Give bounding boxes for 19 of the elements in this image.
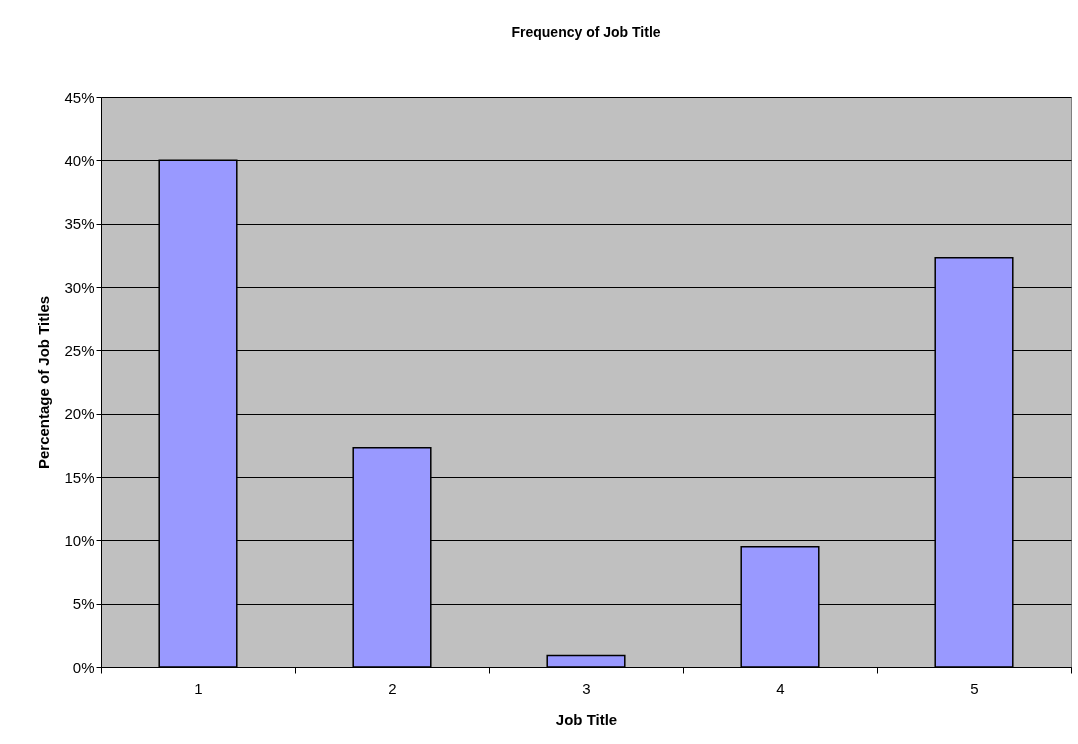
x-tick-label: 2 [388, 679, 397, 697]
y-tick-label: 15% [64, 468, 95, 486]
y-tick-label: 5% [72, 595, 95, 613]
y-axis-title: Percentage of Job Titles [35, 295, 53, 470]
chart-title: Frequency of Job Title [511, 24, 661, 40]
x-axis-title: Job Title [555, 710, 618, 728]
y-tick-label: 35% [64, 215, 95, 233]
y-tick-label: 20% [64, 405, 95, 423]
x-tick-label: 4 [776, 679, 785, 697]
y-tick-label: 30% [64, 278, 95, 296]
y-tick-label: 0% [72, 658, 95, 676]
x-tick-label: 3 [582, 679, 591, 697]
y-tick-label: 45% [64, 88, 95, 106]
y-tick-label: 40% [64, 151, 95, 169]
x-tick-label: 5 [970, 679, 979, 697]
y-tick-label: 25% [64, 341, 95, 359]
bar [546, 654, 626, 668]
y-tick-label: 10% [64, 531, 95, 549]
x-tick-label: 1 [194, 679, 203, 697]
